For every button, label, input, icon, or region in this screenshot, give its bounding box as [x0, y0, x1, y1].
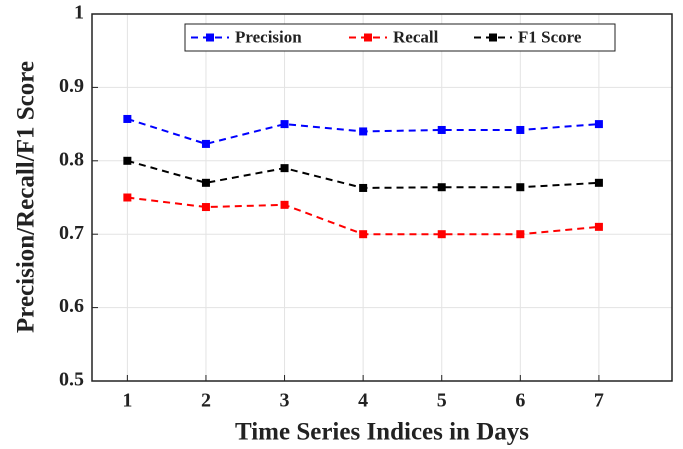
- plot-frame: [91, 13, 673, 382]
- y-tick-label: 1: [74, 2, 84, 24]
- marker: [123, 193, 132, 202]
- marker: [516, 183, 525, 192]
- marker: [437, 230, 446, 239]
- y-tick-label: 0.5: [59, 369, 84, 391]
- x-tick-label: 4: [358, 390, 368, 412]
- marker: [594, 120, 603, 129]
- x-tick-label: 5: [437, 390, 447, 412]
- y-tick-label: 0.6: [59, 295, 84, 317]
- legend-marker: [489, 33, 497, 42]
- marker: [516, 125, 525, 134]
- marker: [594, 178, 603, 187]
- x-tick-label: 6: [515, 390, 525, 412]
- y-axis-label: Precision/Recall/F1 Score: [13, 61, 40, 333]
- y-tick-label: 0.8: [59, 148, 84, 170]
- marker: [123, 156, 132, 165]
- legend-label: F1 Score: [518, 27, 582, 46]
- marker: [201, 178, 210, 187]
- marker: [123, 114, 132, 123]
- legend-marker: [206, 33, 214, 42]
- y-tick-label: 0.9: [59, 75, 84, 97]
- x-axis-label: Time Series Indices in Days: [235, 419, 529, 446]
- marker: [201, 203, 210, 212]
- marker: [280, 164, 289, 173]
- y-tick-label: 0.7: [59, 222, 84, 244]
- marker: [437, 183, 446, 192]
- legend-label: Precision: [235, 27, 302, 46]
- marker: [437, 125, 446, 134]
- marker: [359, 183, 368, 192]
- marker: [201, 139, 210, 148]
- x-tick-label: 7: [594, 390, 604, 412]
- x-tick-label: 2: [201, 390, 211, 412]
- marker: [359, 230, 368, 239]
- x-tick-label: 3: [280, 390, 290, 412]
- legend-marker: [364, 33, 372, 42]
- legend-box: [184, 23, 616, 52]
- marker: [280, 200, 289, 209]
- marker: [280, 120, 289, 129]
- marker: [516, 230, 525, 239]
- marker: [359, 127, 368, 136]
- x-tick-label: 1: [122, 390, 132, 412]
- marker: [594, 222, 603, 231]
- legend-label: Recall: [393, 27, 439, 46]
